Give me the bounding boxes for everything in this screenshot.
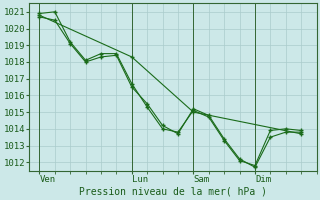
X-axis label: Pression niveau de la mer( hPa ): Pression niveau de la mer( hPa ) [79, 187, 267, 197]
